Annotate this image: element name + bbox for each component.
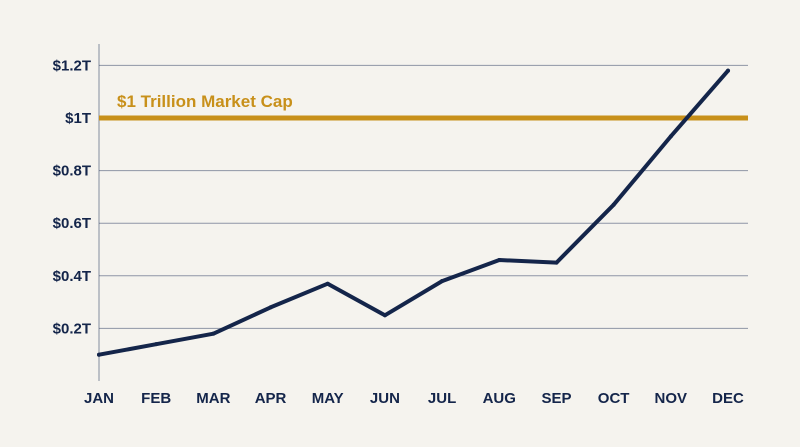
label-layer: $0.2T $0.4T $0.6T $0.8T $1T $1.2T JAN FEB MAR APR… xyxy=(53,57,744,407)
series-layer xyxy=(97,68,730,357)
x-tick-label: OCT xyxy=(598,390,630,407)
y-tick-label: $0.6T xyxy=(53,215,91,232)
y-tick-label: $1T xyxy=(65,110,91,127)
x-tick-label: JUN xyxy=(370,390,400,407)
x-tick-label: JAN xyxy=(84,390,114,407)
reference-layer: $1 Trillion Market Cap xyxy=(99,92,748,121)
data-point xyxy=(268,305,273,310)
x-tick-label: DEC xyxy=(712,390,744,407)
data-point xyxy=(726,68,730,73)
x-tick-label: NOV xyxy=(655,390,688,407)
x-tick-label: MAR xyxy=(196,390,230,407)
data-point xyxy=(668,134,673,139)
data-point xyxy=(382,313,387,318)
data-point xyxy=(611,202,616,207)
data-point xyxy=(211,331,216,336)
x-tick-label: JUL xyxy=(428,390,456,407)
y-tick-label: $1.2T xyxy=(53,57,91,74)
data-point xyxy=(154,342,159,347)
x-tick-label: SEP xyxy=(541,390,571,407)
x-tick-label: AUG xyxy=(483,390,516,407)
x-tick-label: MAY xyxy=(312,390,344,407)
data-point xyxy=(497,258,502,263)
data-point xyxy=(440,279,445,284)
data-point xyxy=(325,281,330,286)
x-tick-label: FEB xyxy=(141,390,171,407)
y-tick-label: $0.4T xyxy=(53,268,91,285)
data-point xyxy=(97,352,101,357)
x-tick-label: APR xyxy=(255,390,287,407)
series-line-0 xyxy=(97,68,730,357)
y-tick-label: $0.8T xyxy=(53,163,91,180)
data-point xyxy=(554,260,559,265)
reference-line-label: $1 Trillion Market Cap xyxy=(117,92,293,111)
y-tick-label: $0.2T xyxy=(53,320,91,337)
